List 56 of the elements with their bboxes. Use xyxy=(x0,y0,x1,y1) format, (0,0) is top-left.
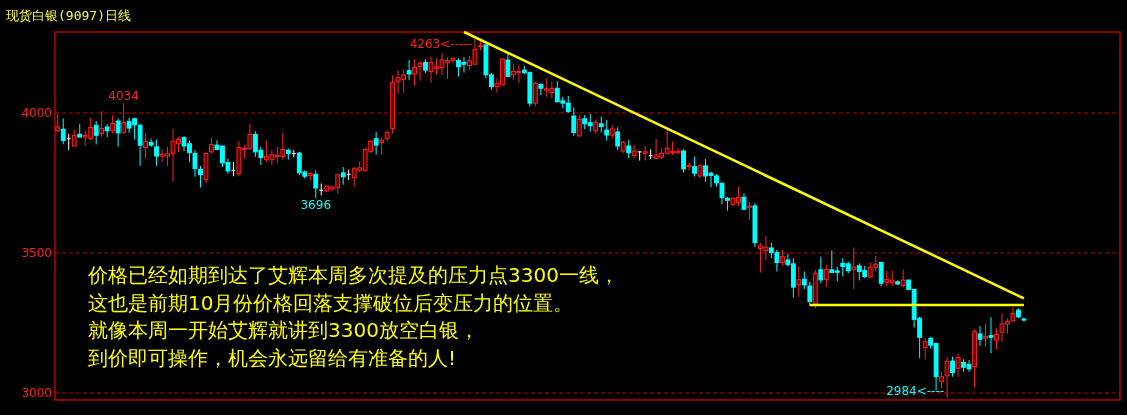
y-tick-label: 3000 xyxy=(21,386,52,400)
candlestick xyxy=(692,156,697,178)
candlestick xyxy=(950,356,955,378)
chart-title: 现货白银(9097)日线 xyxy=(6,8,131,23)
candlestick xyxy=(983,323,988,348)
candlestick xyxy=(373,131,379,156)
y-tick-label: 4000 xyxy=(21,105,52,120)
candlestick xyxy=(406,59,412,81)
candlestick xyxy=(642,145,648,162)
annotation: 到价即可操作，机会永远留给有准备的人! xyxy=(88,345,457,370)
candlestick xyxy=(922,337,928,360)
annotation: 4034 xyxy=(108,89,139,104)
candlestick xyxy=(154,139,159,167)
annotation: 2984<---- xyxy=(886,384,945,399)
candlestick xyxy=(192,149,198,178)
candlestick xyxy=(747,201,752,221)
candlestick xyxy=(99,110,105,138)
candlestick xyxy=(1021,316,1027,323)
candlestick xyxy=(955,353,961,378)
candlestick xyxy=(576,114,582,138)
annotation: 价格已经如期到达了艾辉本周多次提及的压力点3300一线， xyxy=(87,263,619,287)
candlestick xyxy=(604,119,610,142)
annotation: 3696 xyxy=(300,198,332,213)
candlestick xyxy=(571,106,577,137)
y-tick-label: 3500 xyxy=(21,245,52,260)
candlestick xyxy=(988,316,994,354)
candlestick xyxy=(121,102,127,134)
candlestick xyxy=(60,118,66,145)
candlestick xyxy=(143,132,148,159)
candlestick xyxy=(686,162,692,172)
candlestick xyxy=(823,264,829,288)
candlestick xyxy=(994,327,999,350)
candlestick xyxy=(412,58,417,86)
candlestick xyxy=(681,148,686,174)
candlestick xyxy=(977,325,983,347)
candlestick xyxy=(93,120,99,145)
candlestick xyxy=(648,148,654,160)
candlestick xyxy=(417,60,423,82)
candlestick xyxy=(532,81,538,107)
candlestick xyxy=(818,256,824,284)
annotation: 4263<----- xyxy=(409,37,472,52)
candlestick xyxy=(1010,306,1016,323)
annotation: 这也是前期10月份价格回落支撑破位后变压力的位置。 xyxy=(88,290,574,315)
candlestick xyxy=(137,123,143,167)
candlestick xyxy=(115,118,121,148)
candlestick xyxy=(796,265,802,298)
candlestick xyxy=(878,261,884,287)
candlestick xyxy=(198,165,203,188)
candlestick xyxy=(313,169,319,199)
candlestick xyxy=(148,138,154,148)
candlestick xyxy=(851,246,857,290)
candlestick xyxy=(615,126,621,151)
candlestick xyxy=(230,161,236,177)
candlestick xyxy=(626,139,632,159)
annotation: 就像本周一开始艾辉就讲到3300放空白银， xyxy=(88,318,479,342)
candlestick xyxy=(110,114,116,135)
